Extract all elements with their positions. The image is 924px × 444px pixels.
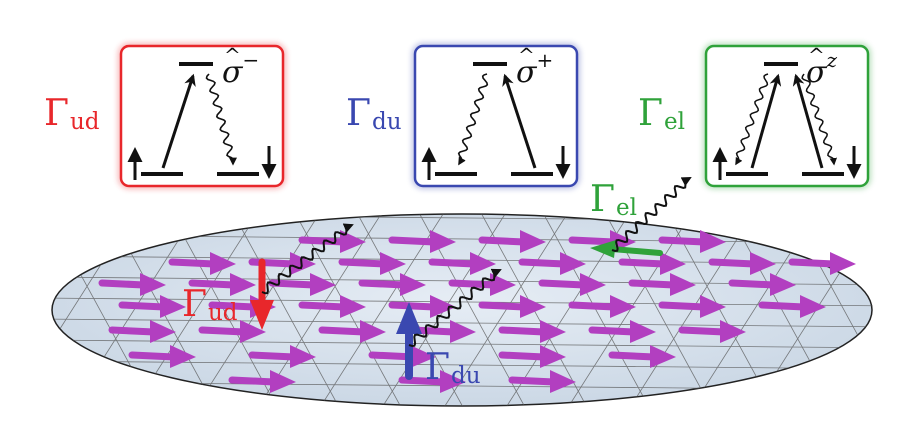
panel-label-el: Γel <box>638 93 685 135</box>
spin-arrow <box>448 273 516 296</box>
gamma-symbol: Γ <box>44 93 69 134</box>
spin-arrow <box>658 230 726 253</box>
gamma-symbol: Γ <box>425 347 450 388</box>
spin-arrow <box>758 295 826 318</box>
spin-arrow <box>618 252 686 275</box>
spin-arrow <box>478 230 546 253</box>
spin-arrow <box>498 320 566 343</box>
photon-wavy-arrow <box>611 177 692 253</box>
spin-arrow <box>728 273 796 296</box>
spin-arrow <box>168 252 236 275</box>
transition-panel-el <box>703 43 871 189</box>
operator-superscript: z <box>826 48 838 72</box>
panel-label-ud: Γud <box>44 93 100 135</box>
spin-arrow <box>248 345 316 368</box>
spin-arrow <box>198 320 266 343</box>
operator-du: σ+ <box>516 45 553 88</box>
spin-arrow <box>388 295 456 318</box>
operator-superscript: − <box>242 48 260 72</box>
spin-arrow <box>188 273 256 296</box>
rate-subscript: el <box>663 109 685 135</box>
spin-arrow <box>478 295 546 318</box>
spin-arrow <box>338 252 406 275</box>
spin-arrow <box>318 320 386 343</box>
spin-arrows <box>98 230 856 393</box>
transition-panel-ud <box>118 43 286 189</box>
gamma-symbol: Γ <box>590 179 615 220</box>
rate-subscript: du <box>371 109 402 135</box>
gamma-symbol: Γ <box>638 93 663 134</box>
spin-arrow <box>588 320 656 343</box>
operator-ud: σ− <box>222 45 259 88</box>
blue-spin-up <box>396 302 422 380</box>
spin-arrow <box>428 252 496 275</box>
red-spin-down <box>250 258 274 330</box>
green-spin-left <box>590 240 663 258</box>
rate-subscript: ud <box>69 109 100 135</box>
spin-arrow <box>128 345 196 368</box>
photon-wavy-arrow <box>408 268 502 348</box>
disk-label-du: Γdu <box>425 347 481 389</box>
spin-arrow <box>398 370 466 393</box>
rate-subscript: du <box>450 363 481 389</box>
spin-arrow <box>608 345 676 368</box>
sigma-operator: σ <box>222 45 242 88</box>
operator-superscript: + <box>536 48 554 72</box>
spin-arrow <box>538 273 606 296</box>
rate-subscript: ud <box>207 300 238 326</box>
spin-arrow <box>568 295 636 318</box>
panel-label-du: Γdu <box>346 93 402 135</box>
spin-arrow <box>498 345 566 368</box>
transition-panel-du <box>412 43 580 189</box>
spin-arrow <box>358 273 426 296</box>
rate-subscript: el <box>615 195 637 221</box>
photon-emissions <box>261 177 692 348</box>
spin-arrow <box>228 370 296 393</box>
spin-arrow <box>708 252 776 275</box>
spin-arrow <box>298 295 366 318</box>
spin-arrow <box>628 273 696 296</box>
spin-arrow <box>118 295 186 318</box>
spin-arrow <box>388 230 456 253</box>
operator-el: σz <box>806 45 837 88</box>
spin-arrow <box>788 252 856 275</box>
spin-arrow <box>658 295 726 318</box>
photon-wavy-arrow <box>261 223 354 295</box>
spin-arrow <box>298 230 366 253</box>
disk-label-ud: Γud <box>182 284 238 326</box>
spin-arrow <box>108 320 176 343</box>
spin-arrow <box>508 370 576 393</box>
spin-arrow <box>518 252 586 275</box>
sigma-operator: σ <box>516 45 536 88</box>
gamma-symbol: Γ <box>346 93 371 134</box>
disk-label-el: Γel <box>590 179 637 221</box>
spin-arrow <box>678 320 746 343</box>
spin-arrow <box>98 273 166 296</box>
sigma-operator: σ <box>806 45 826 88</box>
gamma-symbol: Γ <box>182 284 207 325</box>
